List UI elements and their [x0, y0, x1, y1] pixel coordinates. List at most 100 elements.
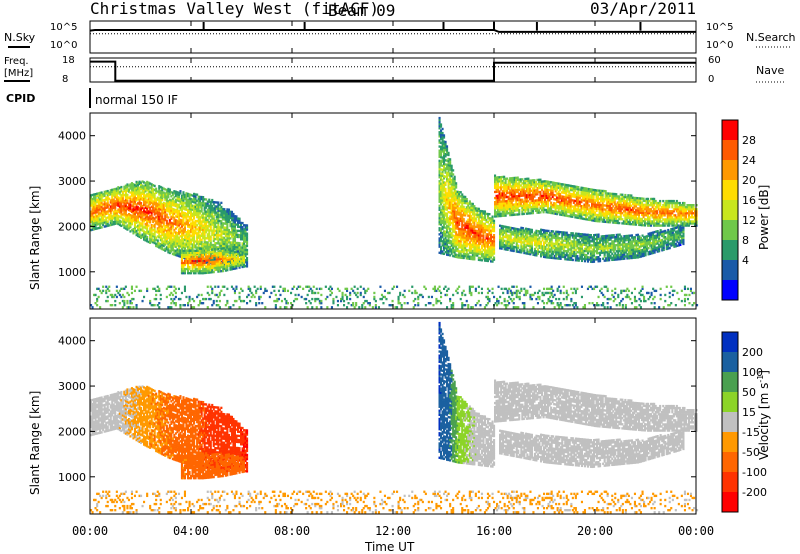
power-cell — [100, 193, 103, 196]
power-cell — [106, 204, 109, 207]
power-cell — [246, 257, 249, 260]
power-cell — [91, 212, 94, 215]
power-cell — [150, 195, 153, 198]
power-cell — [124, 194, 127, 198]
power-cell — [455, 184, 458, 187]
power-cell — [140, 195, 143, 199]
power-cell — [91, 206, 94, 209]
power-cell — [158, 201, 161, 204]
power-cell — [220, 201, 223, 205]
power-cell — [130, 208, 134, 212]
power-cell — [140, 218, 143, 221]
power-cell — [138, 209, 141, 212]
power-cell — [176, 221, 179, 225]
power-cell — [127, 227, 131, 230]
power-cell — [444, 187, 447, 191]
power-cell — [138, 186, 141, 190]
power-cell — [144, 231, 147, 234]
power-cell — [115, 216, 118, 219]
power-cell — [141, 184, 144, 187]
power-cell — [129, 199, 132, 202]
power-cell — [176, 240, 179, 243]
power-cell — [173, 251, 176, 254]
power-cell — [144, 222, 147, 226]
power-cell — [133, 192, 137, 195]
power-cell — [446, 149, 449, 152]
power-cell — [153, 231, 156, 235]
power-cell — [246, 242, 249, 246]
power-cell — [152, 220, 155, 224]
power-cell — [159, 196, 162, 199]
power-cell — [91, 226, 94, 229]
power-cell — [144, 198, 147, 201]
power-cell — [99, 191, 102, 195]
power-cell — [170, 225, 173, 229]
power-cell — [174, 200, 177, 204]
power-cell — [449, 162, 452, 165]
power-cell — [137, 218, 140, 221]
power-cell — [121, 221, 124, 224]
power-cell — [188, 193, 191, 196]
power-cell — [190, 228, 193, 231]
power-cell — [159, 226, 162, 230]
power-cell — [112, 216, 115, 220]
power-cell — [619, 215, 622, 219]
power-cell — [97, 216, 100, 220]
power-cell — [168, 221, 171, 224]
power-cell — [171, 232, 174, 235]
power-cell — [114, 216, 117, 219]
power-cell — [190, 193, 193, 197]
power-cell — [121, 205, 124, 208]
power-cell — [179, 206, 182, 209]
power-cell — [97, 200, 100, 203]
power-cell — [187, 225, 190, 228]
power-cell — [170, 195, 173, 198]
power-cell — [165, 215, 168, 218]
power-cell — [621, 218, 624, 221]
power-cell — [138, 235, 141, 239]
power-cell — [173, 237, 176, 240]
power-cell — [143, 220, 146, 223]
power-cell — [547, 205, 550, 208]
power-cell — [146, 184, 149, 188]
power-cell — [162, 195, 165, 198]
power-cell — [137, 208, 140, 211]
power-cell — [123, 210, 126, 213]
power-cell — [93, 209, 96, 213]
power-cell — [522, 212, 525, 216]
power-cell — [133, 186, 137, 189]
power-cell — [187, 241, 190, 245]
power-cell — [162, 230, 165, 233]
power-cell — [114, 212, 117, 215]
power-cell — [587, 204, 591, 207]
power-cell — [147, 224, 150, 227]
power-cell — [133, 184, 137, 187]
power-cell — [238, 242, 241, 245]
power-cell — [173, 204, 176, 207]
power-cell — [97, 210, 100, 213]
power-cell — [112, 223, 115, 226]
power-cell — [168, 223, 171, 226]
power-cell — [183, 224, 187, 227]
nave-tick-bottom: 0 — [708, 74, 714, 85]
power-cell — [124, 196, 127, 200]
power-cell — [126, 220, 129, 223]
power-cell — [114, 204, 117, 207]
power-cell — [100, 191, 103, 194]
power-cell — [144, 237, 147, 240]
power-cell — [187, 203, 190, 206]
power-cell — [117, 192, 120, 195]
power-cell — [152, 184, 155, 187]
power-cell — [167, 196, 170, 199]
power-cell — [96, 206, 99, 210]
power-cell — [132, 183, 135, 186]
power-cell — [115, 195, 118, 199]
power-cell — [143, 189, 146, 192]
power-cell — [153, 227, 156, 230]
power-cell — [165, 207, 168, 210]
power-cell — [124, 188, 127, 192]
power-cell — [127, 206, 131, 210]
power-cell — [168, 233, 171, 236]
power-cell — [141, 196, 144, 200]
power-cell — [99, 202, 102, 205]
